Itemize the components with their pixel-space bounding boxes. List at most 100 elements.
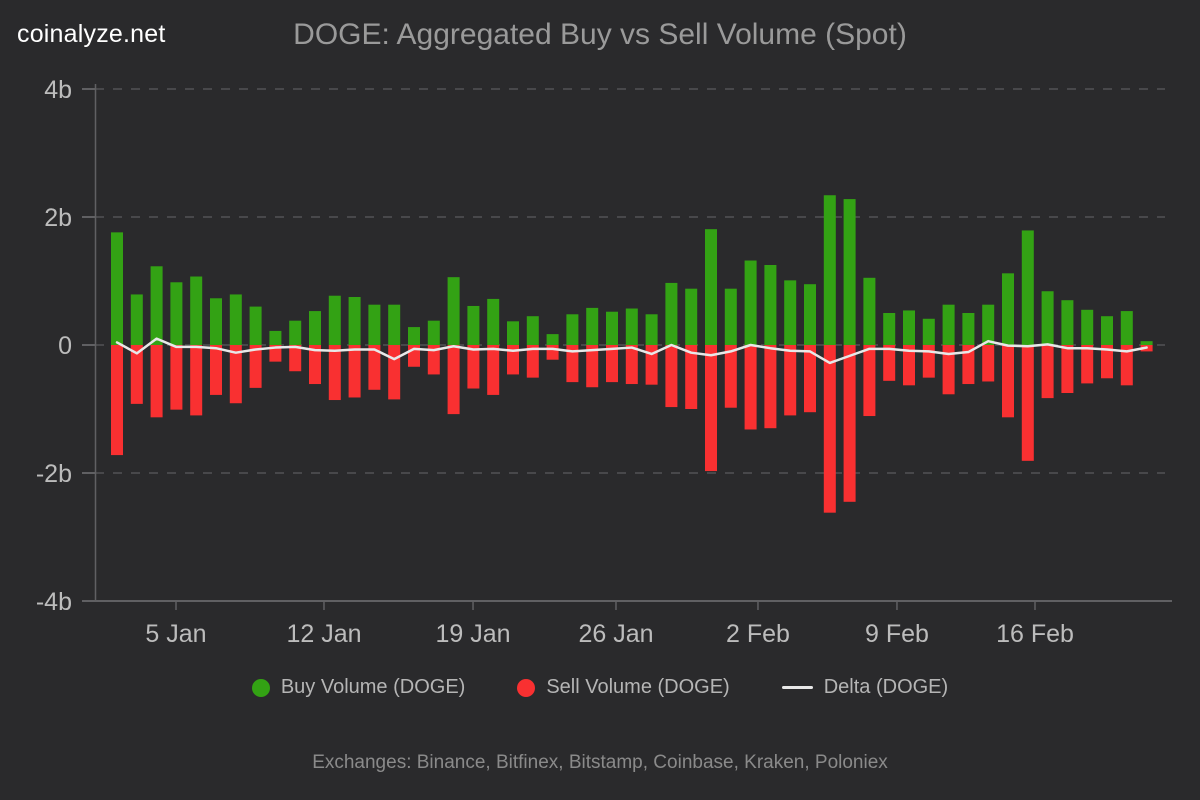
sell-bar[interactable] [328,345,341,401]
sell-bar[interactable] [150,345,163,418]
sell-bar[interactable] [1041,345,1054,399]
buy-bar[interactable] [487,298,500,345]
sell-bar[interactable] [170,345,183,410]
buy-bar[interactable] [1081,309,1094,345]
legend-item-sell-volume[interactable]: Sell Volume (DOGE) [517,676,730,699]
sell-bar[interactable] [526,345,539,378]
site-logo[interactable]: coinalyze.net [17,20,166,48]
buy-bar[interactable] [368,304,381,345]
buy-bar[interactable] [566,314,579,345]
buy-bar[interactable] [1061,300,1074,345]
sell-bar[interactable] [685,345,698,409]
sell-bar[interactable] [606,345,618,383]
buy-bar[interactable] [764,265,777,345]
sell-bar[interactable] [1120,345,1133,386]
buy-bar[interactable] [982,304,995,345]
sell-bar[interactable] [804,345,816,413]
sell-bar[interactable] [546,345,559,360]
sell-bar[interactable] [705,345,717,472]
buy-bar[interactable] [130,294,143,345]
buy-bar[interactable] [150,266,163,345]
buy-bar[interactable] [962,313,975,345]
sell-bar[interactable] [744,345,757,430]
buy-bar[interactable] [625,308,638,345]
buy-bar[interactable] [447,277,460,345]
sell-bar[interactable] [368,345,381,390]
buy-bar[interactable] [210,298,222,345]
buy-bar[interactable] [348,297,361,345]
buy-bar[interactable] [427,320,440,345]
sell-bar[interactable] [1061,345,1074,393]
sell-bar[interactable] [1081,345,1094,384]
buy-bar[interactable] [1002,273,1014,345]
buy-bar[interactable] [1140,341,1153,345]
sell-bar[interactable] [566,345,579,383]
sell-bar[interactable] [962,345,975,385]
sell-bar[interactable] [586,345,599,388]
buy-bar[interactable] [289,320,302,345]
sell-bar[interactable] [665,345,678,408]
buy-bar[interactable] [665,282,678,345]
buy-bar[interactable] [724,288,737,345]
buy-bar[interactable] [744,260,757,345]
buy-bar[interactable] [269,330,282,345]
buy-bar[interactable] [526,316,539,345]
sell-bar[interactable] [922,345,935,378]
sell-bar[interactable] [625,345,638,385]
buy-bar[interactable] [467,305,480,345]
buy-bar[interactable] [309,311,321,345]
buy-bar[interactable] [388,304,401,345]
legend-item-buy-volume[interactable]: Buy Volume (DOGE) [251,676,465,699]
sell-bar[interactable] [229,345,242,404]
buy-bar[interactable] [784,280,797,345]
buy-bar[interactable] [1120,311,1133,345]
sell-bar[interactable] [348,345,361,398]
sell-bar[interactable] [863,345,876,417]
sell-bar[interactable] [784,345,797,416]
sell-bar[interactable] [903,345,915,386]
buy-bar[interactable] [1041,291,1054,345]
sell-bar[interactable] [467,345,480,389]
sell-bar[interactable] [645,345,658,385]
buy-bar[interactable] [942,304,955,345]
sell-bar[interactable] [843,345,856,502]
buy-bar[interactable] [685,288,698,345]
buy-bar[interactable] [170,282,183,345]
buy-bar[interactable] [863,277,876,345]
buy-bar[interactable] [922,318,935,345]
buy-bar[interactable] [645,314,658,345]
sell-bar[interactable] [190,345,203,416]
sell-bar[interactable] [487,345,500,395]
buy-bar[interactable] [507,321,519,345]
sell-bar[interactable] [111,345,123,456]
buy-bar[interactable] [804,284,816,345]
sell-bar[interactable] [269,345,282,362]
sell-bar[interactable] [388,345,401,400]
sell-bar[interactable] [883,345,896,381]
sell-bar[interactable] [507,345,519,375]
sell-bar[interactable] [309,345,321,385]
chart-canvas[interactable]: 4b 2b 0 -2b -4b 5 Jan 12 Jan 19 Jan 26 Jan 2 Feb 9… [0,0,1200,660]
buy-bar[interactable] [229,294,242,345]
buy-bar[interactable] [903,310,915,345]
sell-bar[interactable] [1002,345,1014,418]
sell-bar[interactable] [447,345,460,415]
buy-bar[interactable] [1101,316,1113,345]
buy-bar[interactable] [408,327,420,345]
legend-item-delta[interactable]: Delta (DOGE) [781,676,948,699]
buy-bar[interactable] [823,195,836,345]
buy-bar[interactable] [586,307,599,345]
buy-bar[interactable] [328,295,341,345]
sell-bar[interactable] [942,345,955,395]
sell-bar[interactable] [249,345,262,388]
sell-bar[interactable] [210,345,222,395]
sell-bar[interactable] [724,345,737,408]
buy-bar[interactable] [1021,230,1034,345]
sell-bar[interactable] [1021,345,1034,461]
buy-bar[interactable] [190,276,203,345]
sell-bar[interactable] [823,345,836,513]
buy-bar[interactable] [883,313,896,345]
buy-bar[interactable] [606,311,618,345]
buy-bar[interactable] [111,232,123,345]
sell-bar[interactable] [982,345,995,382]
